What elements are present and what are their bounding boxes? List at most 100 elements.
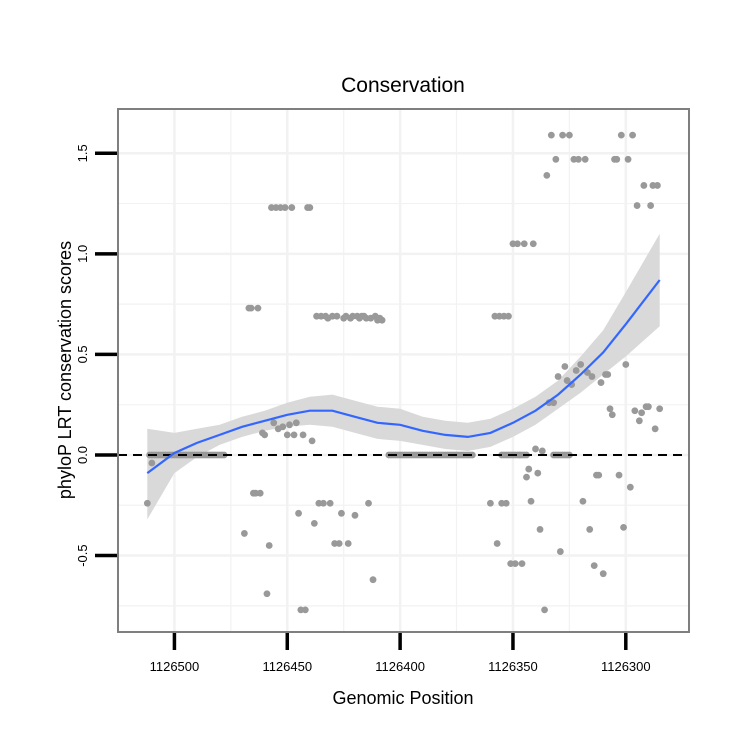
data-point — [518, 560, 526, 568]
y-axis: -0.5 0.0 0.5 1.0 1.5 — [75, 144, 117, 567]
x-tick-label: 1126350 — [488, 659, 538, 674]
data-point — [640, 182, 648, 189]
data-point — [493, 540, 501, 547]
data-point — [644, 403, 652, 411]
data-point — [615, 471, 623, 479]
data-point — [527, 497, 535, 505]
data-point — [338, 509, 345, 517]
data-point — [265, 542, 273, 549]
data-point — [344, 540, 352, 547]
x-tick-label: 1126500 — [150, 659, 200, 674]
data-points — [143, 131, 664, 614]
data-point — [651, 425, 659, 433]
data-point — [624, 155, 632, 163]
data-point — [599, 570, 607, 578]
data-point — [635, 417, 643, 425]
data-point — [556, 548, 564, 555]
y-tick-label: -0.5 — [75, 544, 90, 566]
data-point — [283, 431, 291, 439]
y-tick-label: 1.5 — [75, 144, 90, 162]
data-point — [595, 471, 603, 479]
data-point — [523, 473, 530, 481]
data-point — [270, 419, 278, 427]
data-point — [286, 421, 293, 429]
data-point — [647, 202, 655, 209]
data-point — [263, 590, 271, 598]
data-point — [292, 419, 300, 427]
y-tick-label: 1.0 — [75, 245, 90, 263]
x-tick-label: 1126450 — [262, 659, 312, 674]
data-point — [547, 131, 555, 139]
data-point — [369, 576, 377, 584]
data-point — [505, 312, 512, 320]
data-point — [597, 379, 605, 386]
data-point — [541, 606, 548, 614]
data-point — [626, 483, 634, 491]
data-point — [468, 451, 476, 459]
data-point — [486, 499, 494, 507]
data-point — [608, 411, 616, 419]
data-point — [561, 363, 569, 370]
data-point — [654, 182, 661, 189]
data-point — [622, 361, 630, 368]
data-point — [588, 373, 596, 380]
y-tick-label: 0.5 — [75, 345, 90, 363]
data-point — [256, 489, 264, 497]
data-point — [335, 540, 343, 547]
data-point — [538, 447, 546, 455]
data-point — [254, 304, 262, 312]
smooth-trend-line — [146, 279, 661, 474]
data-point — [581, 155, 589, 163]
data-point — [306, 204, 314, 211]
data-point — [552, 155, 560, 163]
data-point — [572, 367, 580, 374]
data-point — [586, 526, 594, 533]
data-point — [554, 373, 562, 380]
data-point — [290, 431, 298, 439]
data-point — [525, 465, 533, 473]
data-point — [279, 423, 287, 431]
data-point — [143, 499, 151, 507]
data-point — [299, 431, 307, 439]
data-point — [319, 499, 327, 507]
data-point — [333, 312, 341, 320]
data-point — [606, 405, 614, 413]
data-point — [577, 361, 585, 368]
data-point — [563, 377, 571, 384]
data-point — [590, 562, 598, 570]
y-axis-title: phyloP LRT conservation scores — [55, 241, 75, 499]
data-point — [148, 459, 156, 467]
confidence-ribbon — [147, 233, 660, 520]
data-point — [516, 451, 524, 459]
chart-title: Conservation — [341, 74, 465, 97]
data-point — [613, 155, 621, 163]
data-point — [240, 530, 248, 537]
data-point — [534, 469, 542, 477]
data-point — [514, 240, 521, 248]
data-point — [281, 204, 289, 211]
data-point — [378, 316, 386, 324]
data-point — [629, 131, 636, 139]
data-point — [633, 202, 641, 209]
data-point — [575, 155, 582, 163]
panel-border — [117, 108, 690, 633]
data-point — [308, 437, 316, 445]
data-point — [565, 131, 573, 139]
data-point — [604, 371, 612, 378]
data-point — [351, 511, 359, 519]
data-point — [365, 499, 372, 507]
data-point — [620, 524, 627, 531]
data-point — [543, 171, 551, 179]
y-tick-label: 0.0 — [75, 446, 90, 464]
data-point — [326, 499, 334, 507]
data-point — [288, 204, 296, 211]
data-point — [520, 240, 528, 248]
data-point — [617, 131, 625, 139]
data-point — [301, 606, 309, 614]
data-point — [536, 526, 544, 533]
data-point — [631, 407, 639, 415]
data-point — [502, 499, 510, 507]
data-point — [656, 405, 664, 413]
data-point — [638, 409, 646, 417]
data-point — [261, 431, 269, 439]
